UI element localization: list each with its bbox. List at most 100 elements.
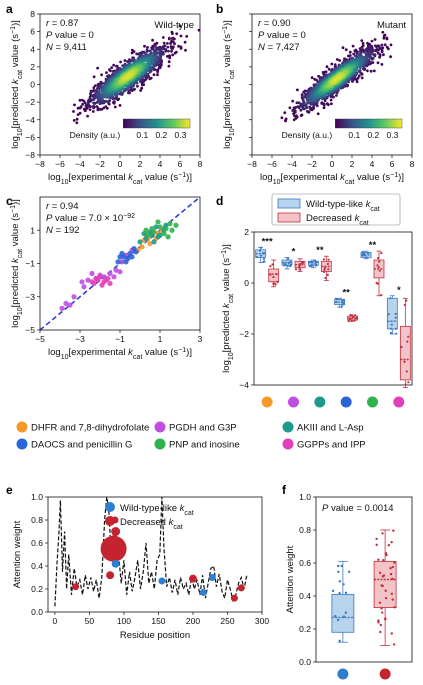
data-point <box>107 270 113 277</box>
data-point <box>129 254 135 260</box>
data-point <box>166 45 170 49</box>
data-point <box>167 60 171 64</box>
data-point <box>145 232 151 238</box>
data-point <box>179 45 183 49</box>
data-point <box>92 75 96 79</box>
data-point <box>354 314 357 317</box>
data-point <box>394 312 397 316</box>
group-marker <box>340 396 352 408</box>
data-point <box>310 76 314 79</box>
data-point <box>88 108 92 111</box>
data-point <box>310 263 314 266</box>
group-marker <box>379 668 391 680</box>
x-tick-label: 4 <box>370 159 375 169</box>
data-point <box>381 532 384 535</box>
group-marker <box>337 668 349 680</box>
data-point <box>111 274 117 280</box>
data-point <box>375 281 378 284</box>
data-point <box>97 274 103 280</box>
data-point <box>259 246 263 249</box>
data-point <box>349 313 352 317</box>
data-point <box>365 55 368 59</box>
data-point <box>293 109 297 113</box>
data-point <box>379 623 383 627</box>
data-point <box>389 567 392 570</box>
stat-n: N = 9,411 <box>46 42 87 53</box>
data-point <box>327 268 330 271</box>
data-point <box>119 60 122 64</box>
data-point <box>164 49 168 53</box>
data-point <box>358 74 361 78</box>
y-tick-label: 0.6 <box>31 538 43 548</box>
data-point <box>273 282 276 285</box>
data-point <box>133 249 139 255</box>
stat-p: P value = 0 <box>258 30 306 41</box>
plot-frame <box>47 496 263 613</box>
data-point <box>99 282 105 288</box>
decreased-point <box>109 535 119 545</box>
y-axis-label: Attention weight <box>12 520 23 588</box>
data-point <box>305 110 309 113</box>
data-point <box>165 234 171 240</box>
x-tick-label: −6 <box>267 159 277 169</box>
data-point <box>369 69 373 73</box>
x-axis-label: Residue position <box>120 630 190 641</box>
data-point <box>335 91 339 95</box>
data-point <box>86 114 89 118</box>
data-point <box>152 73 156 77</box>
data-point <box>362 253 365 256</box>
data-point <box>173 51 177 55</box>
data-point <box>326 273 329 276</box>
data-point <box>387 544 391 547</box>
data-point <box>314 262 317 265</box>
data-point <box>355 80 359 84</box>
box-body <box>399 325 411 381</box>
data-point <box>377 266 380 269</box>
data-point <box>130 51 134 55</box>
data-point <box>326 262 330 266</box>
data-point <box>336 564 340 568</box>
box <box>307 259 319 269</box>
data-point <box>96 66 99 70</box>
data-point <box>139 244 145 250</box>
data-point <box>85 277 91 283</box>
data-point <box>381 611 384 614</box>
y-axis-label: log10[predicted kcat value (s−1)] <box>221 244 235 373</box>
data-point <box>158 63 162 67</box>
data-point <box>157 232 163 238</box>
data-point <box>330 69 334 72</box>
y-tick-label: 6 <box>30 27 35 37</box>
significance-marker: ** <box>342 287 350 298</box>
data-point <box>136 84 139 88</box>
density-points <box>72 24 201 125</box>
panel-letter: b <box>216 2 223 16</box>
data-point <box>392 643 396 646</box>
x-tick-label: −4 <box>75 159 85 169</box>
y-tick-label: 4 <box>30 44 35 54</box>
data-point <box>123 259 129 265</box>
data-point <box>372 69 376 73</box>
data-point <box>67 302 73 308</box>
box-body <box>331 593 355 633</box>
box <box>360 250 372 260</box>
significance-marker: ** <box>316 245 324 256</box>
data-point <box>327 258 330 261</box>
data-point <box>98 108 102 111</box>
data-point <box>348 54 351 58</box>
data-point <box>377 619 380 622</box>
data-point <box>73 103 76 107</box>
x-tick-label: −2 <box>95 159 105 169</box>
data-point <box>171 32 174 35</box>
significance-marker: ** <box>369 240 377 251</box>
data-point <box>320 101 324 105</box>
data-point <box>390 323 393 326</box>
data-point <box>335 300 338 304</box>
data-point <box>272 276 275 279</box>
y-tick-label: 0.0 <box>31 607 43 617</box>
y-tick-label: 0.6 <box>299 558 311 568</box>
data-point <box>349 317 352 320</box>
y-tick-label: 0.0 <box>299 657 311 667</box>
legend-marker <box>105 502 115 512</box>
data-point <box>360 39 364 42</box>
